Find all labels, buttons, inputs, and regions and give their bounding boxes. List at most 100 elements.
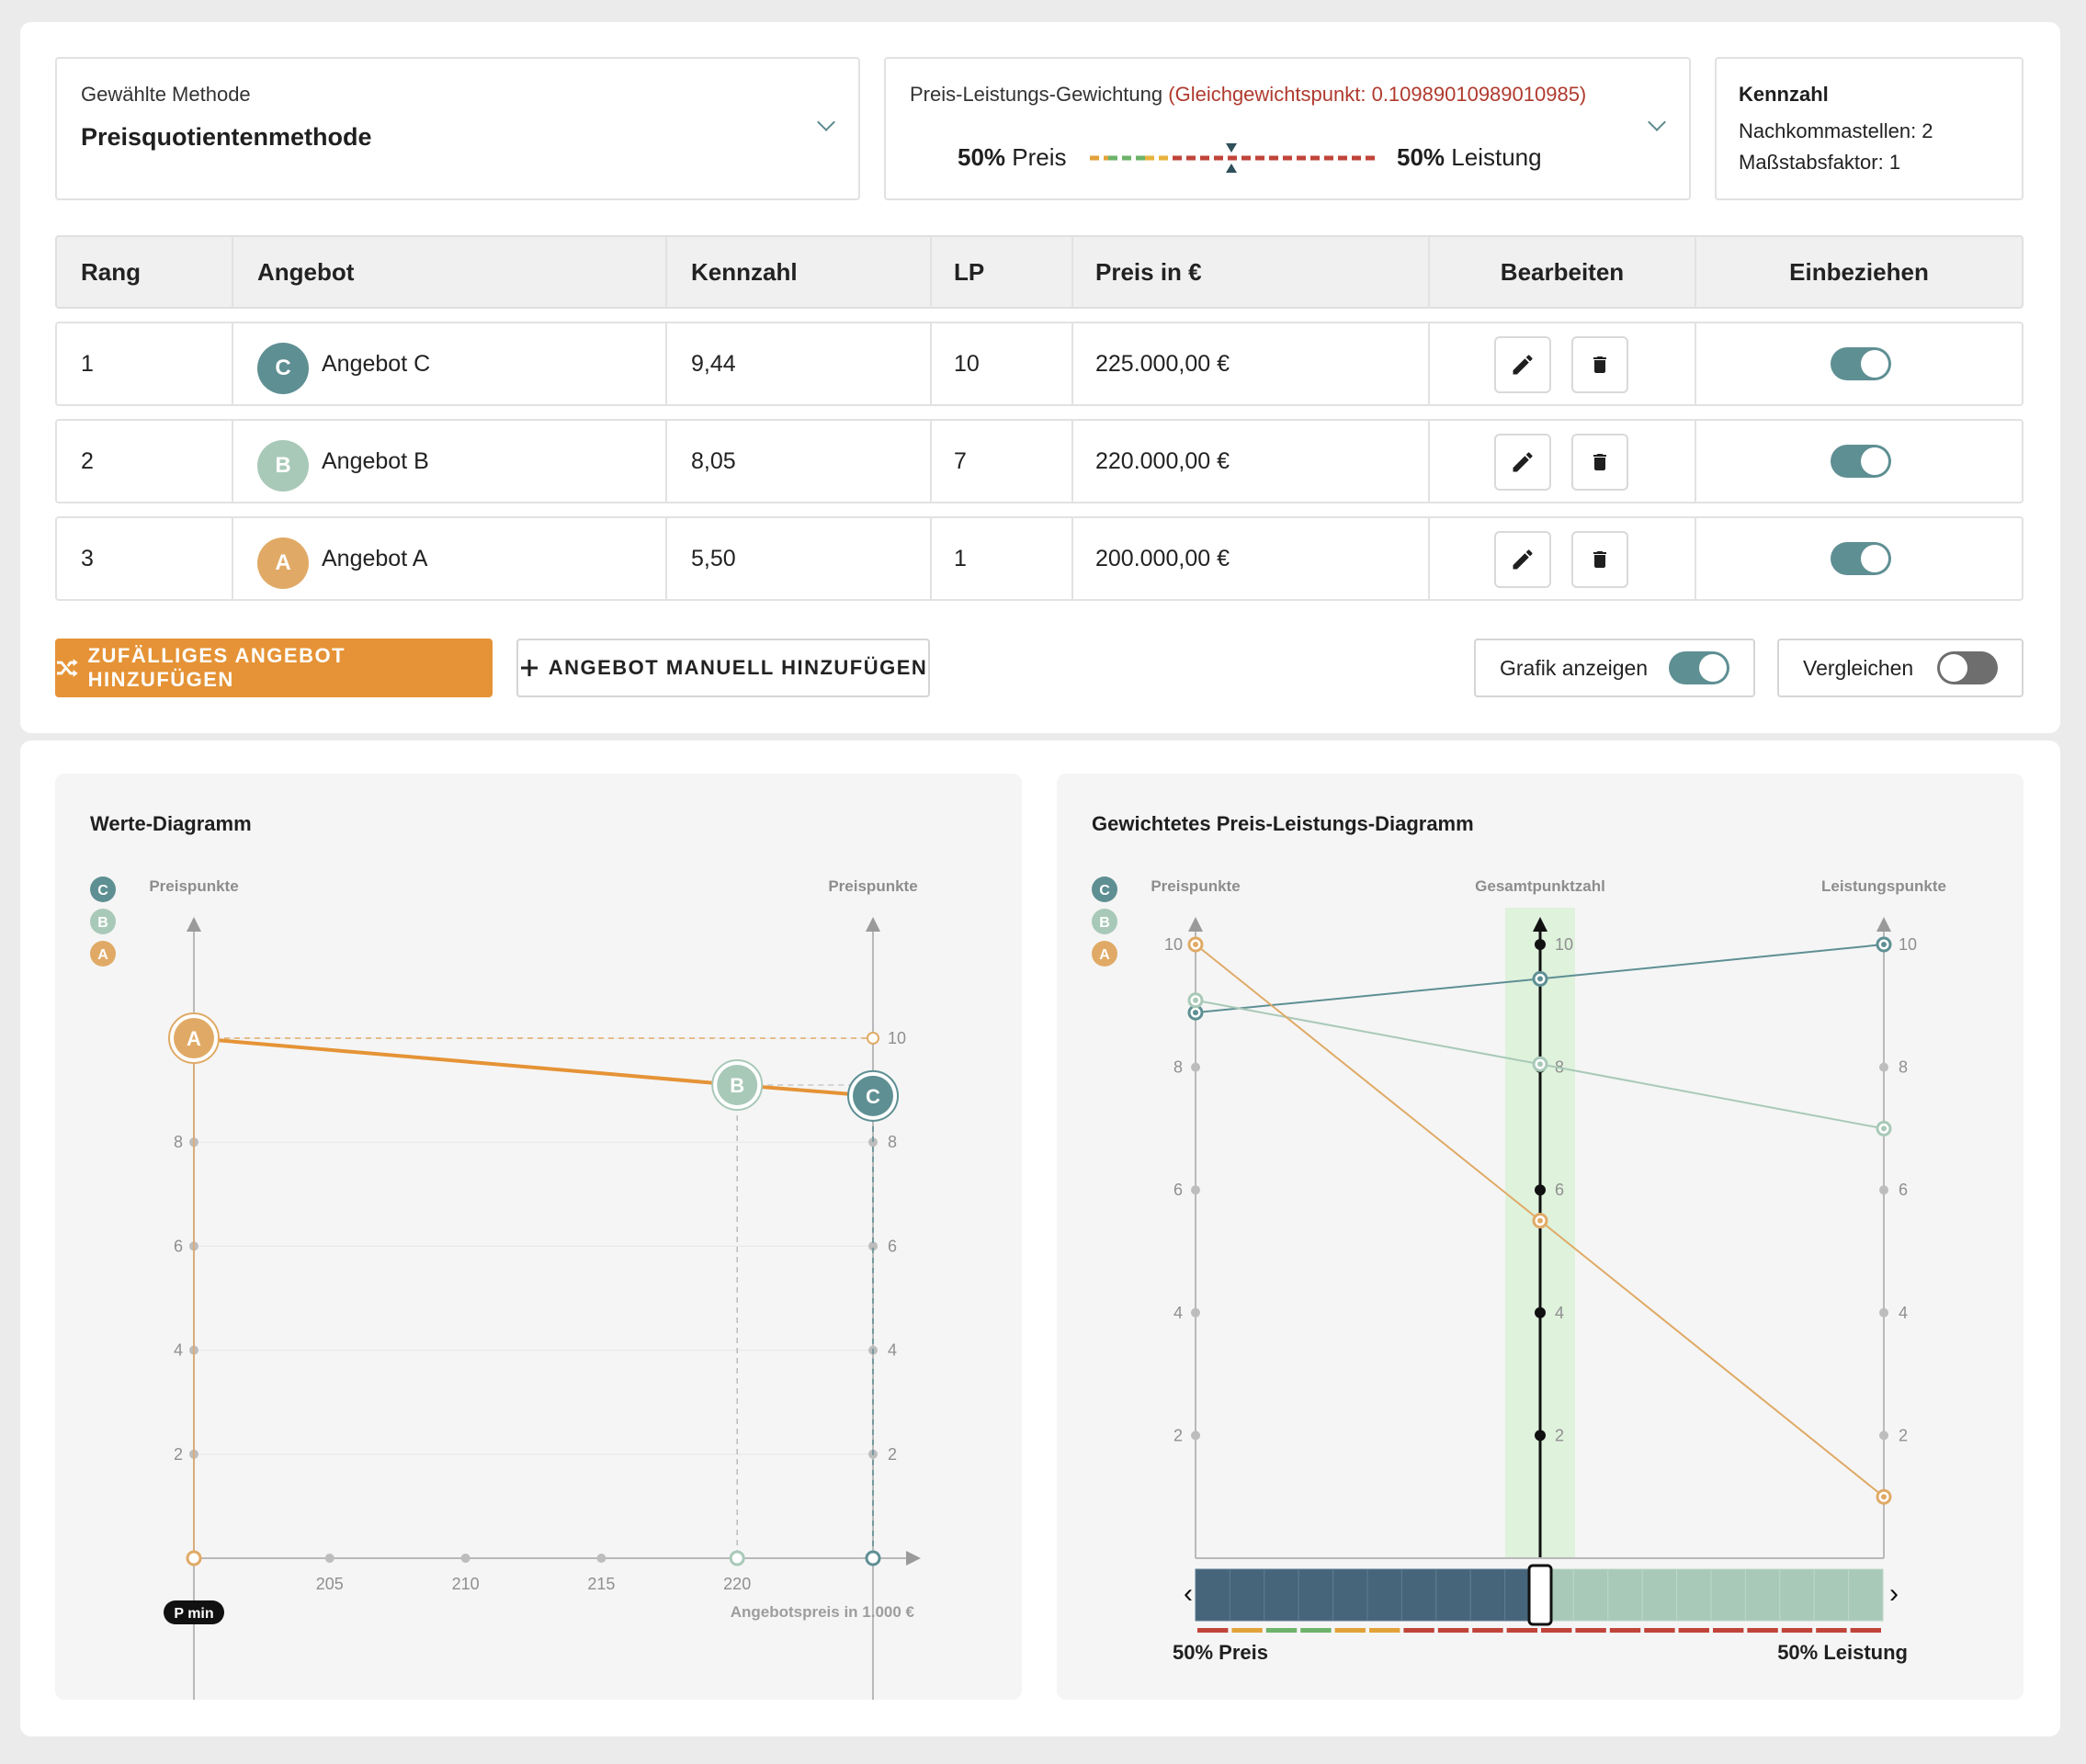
weight-color-segment (1437, 1628, 1469, 1633)
col-include: Einbeziehen (1789, 258, 1929, 286)
delete-button[interactable] (1571, 434, 1628, 491)
trash-icon (1593, 454, 1606, 470)
kennzahl-title: Kennzahl (1739, 83, 1829, 106)
table-row: 2 B Angebot B 8,05 7 220.000,00 € (55, 419, 2024, 503)
weighting-label: Preis-Leistungs-Gewichtung (910, 83, 1163, 106)
include-toggle[interactable] (1831, 445, 1891, 478)
offer-avatar: B (257, 440, 309, 492)
slider-left-label: 50% Preis (1173, 1641, 1268, 1664)
arrow-icon (1188, 917, 1203, 932)
method-select[interactable]: Gewählte Methode Preisquotientenmethode (55, 57, 860, 200)
tick-dot (1879, 1062, 1888, 1072)
divider (930, 323, 932, 404)
x-tick-label: 205 (316, 1575, 344, 1593)
divider (1428, 421, 1430, 502)
weight-color-segment (1747, 1628, 1778, 1633)
left-axis-label: Preispunkte (1151, 877, 1240, 895)
tick-dot (1191, 1062, 1200, 1072)
series-point-core (1881, 942, 1887, 947)
kennzahl-cell: 9,44 (691, 351, 736, 377)
divider (232, 421, 233, 502)
weight-color-segment (1713, 1628, 1744, 1633)
legend: CBA (1092, 876, 1117, 967)
divider (665, 518, 667, 599)
series-point-core (1537, 1217, 1543, 1224)
tick-dot (1191, 1185, 1200, 1195)
compare-control[interactable]: Vergleichen (1777, 639, 2024, 697)
rank-cell: 1 (81, 351, 94, 377)
divider (1428, 518, 1430, 599)
slider-segment (1400, 1568, 1437, 1622)
trash-icon (1593, 356, 1606, 373)
weight-color-segment (1506, 1628, 1537, 1633)
legend-label: B (1099, 915, 1110, 931)
y-tick-label: 8 (888, 1133, 897, 1151)
edit-button[interactable] (1494, 531, 1551, 588)
edit-button[interactable] (1494, 434, 1551, 491)
divider (232, 518, 233, 599)
weight-color-segment (1609, 1628, 1641, 1633)
divider (930, 518, 932, 599)
show-chart-control[interactable]: Grafik anzeigen (1474, 639, 1755, 697)
show-chart-toggle[interactable] (1669, 651, 1729, 684)
table-row: 3 A Angebot A 5,50 1 200.000,00 € (55, 516, 2024, 601)
point-marker (717, 1064, 758, 1105)
marker-icon (1226, 143, 1237, 173)
include-toggle[interactable] (1831, 347, 1891, 380)
col-lp: LP (954, 258, 985, 286)
point-label: A (187, 1027, 201, 1050)
offer-name: Angebot C (322, 351, 431, 377)
compare-toggle[interactable] (1937, 651, 1998, 684)
slider-segment (1332, 1568, 1368, 1622)
tick-dot (596, 1554, 607, 1563)
tick-dot (1535, 1306, 1546, 1318)
tick-dot (868, 1241, 878, 1251)
pencil-icon (1513, 549, 1533, 570)
arrow-icon (187, 917, 201, 932)
weighted-chart: Preispunkte Gesamtpunktzahl Leistungspun… (1092, 876, 1946, 1664)
y-tick-label: 4 (888, 1341, 897, 1360)
weighting-select[interactable]: Preis-Leistungs-Gewichtung (Gleichgewich… (884, 57, 1691, 200)
divider (665, 237, 667, 307)
slider-segment (1676, 1568, 1712, 1622)
legend-marker (1092, 941, 1117, 967)
tick-dot (1535, 1184, 1546, 1196)
divider (1695, 323, 1696, 404)
kennzahl-cell: 5,50 (691, 546, 736, 571)
slider-segment (1813, 1568, 1850, 1622)
delete-button[interactable] (1571, 531, 1628, 588)
add-random-offer-button[interactable]: ZUFÄLLIGES ANGEBOT HINZUFÜGEN (55, 639, 493, 697)
delete-button[interactable] (1571, 336, 1628, 393)
weight-color-segment (1369, 1628, 1400, 1633)
kennzahl-box[interactable]: Kennzahl Nachkommastellen: 2 Maßstabsfak… (1715, 57, 2024, 200)
base-dot (729, 1550, 745, 1566)
weighting-header: Preis-Leistungs-Gewichtung (Gleichgewich… (910, 83, 1586, 107)
divider (1695, 421, 1696, 502)
slider-handle (1527, 1564, 1553, 1626)
tick-dot (868, 1137, 878, 1148)
y-tick-label: 8 (1173, 1058, 1183, 1077)
series-line (193, 1036, 874, 1098)
series-point-core (1193, 1010, 1198, 1016)
include-toggle[interactable] (1831, 542, 1891, 575)
legend-label: A (1099, 947, 1110, 963)
divider (232, 237, 233, 307)
y-tick-label: 10 (1164, 935, 1183, 954)
offer-avatar: A (257, 537, 309, 589)
values-chart-title: Werte-Diagramm (90, 812, 252, 835)
price-cell: 200.000,00 € (1095, 546, 1230, 571)
weight-color-segment (1644, 1628, 1675, 1633)
weighting-scale[interactable] (1088, 140, 1378, 176)
weight-color-segment (1850, 1628, 1881, 1633)
slider-segment (1641, 1568, 1678, 1622)
slider-segment (1469, 1568, 1506, 1622)
edit-button[interactable] (1494, 336, 1551, 393)
add-manual-offer-button[interactable]: ANGEBOT MANUELL HINZUFÜGEN (516, 639, 930, 697)
chevron-down-icon (817, 113, 835, 131)
y-tick-label: 6 (1899, 1181, 1908, 1199)
price-word: Preis (1012, 143, 1067, 171)
slider-segment (1744, 1568, 1781, 1622)
show-chart-label: Grafik anzeigen (1500, 656, 1649, 680)
weight-color-segment (1816, 1628, 1847, 1633)
tick-dot (1879, 1185, 1888, 1195)
